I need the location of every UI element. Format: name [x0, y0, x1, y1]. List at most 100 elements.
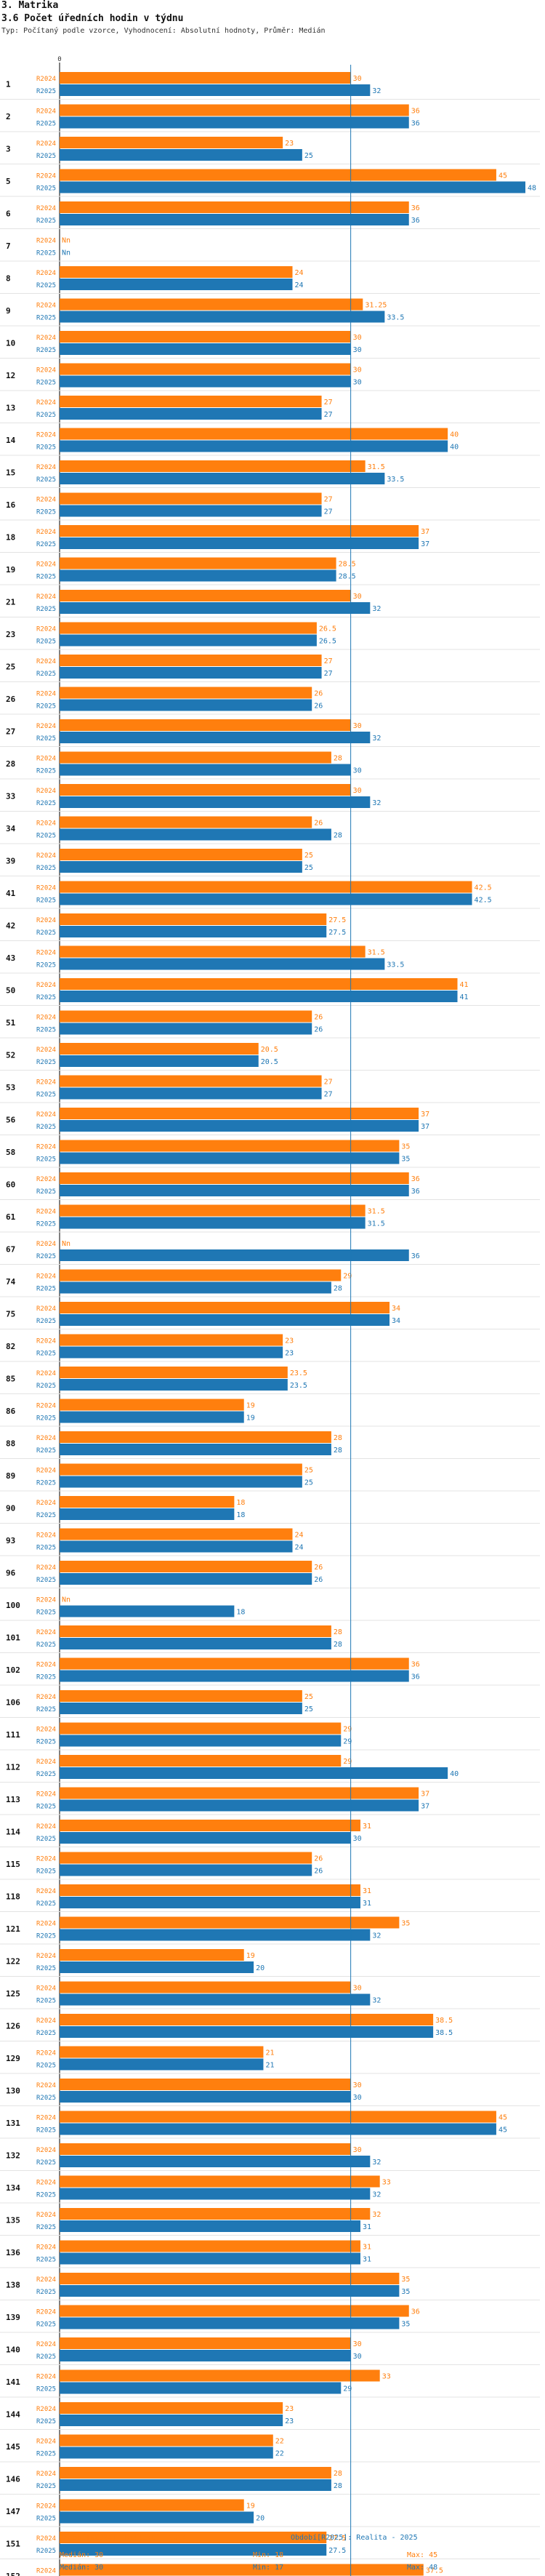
data-label: 23 [285, 1350, 294, 1358]
data-label: 23 [285, 2417, 294, 2425]
series-label: R2024 [36, 1500, 56, 1507]
bar [60, 1281, 331, 1294]
bar [60, 1703, 302, 1714]
data-label: 36 [411, 204, 420, 212]
data-label: 32 [372, 87, 381, 95]
category-label: 102 [6, 1665, 20, 1675]
series-label: R2025 [36, 768, 56, 775]
data-label: 28 [334, 2470, 342, 2478]
bar [60, 2305, 409, 2317]
bar [60, 2532, 327, 2543]
data-label: 19 [246, 1415, 255, 1423]
data-label: 30 [353, 367, 362, 375]
bar [60, 375, 351, 388]
category-label: 144 [6, 2409, 20, 2419]
data-label: 31 [363, 1823, 371, 1831]
series-label: R2025 [36, 1609, 56, 1617]
series-label: R2025 [36, 2257, 56, 2264]
series-label: R2024 [36, 756, 56, 763]
series-label: R2024 [36, 2147, 56, 2154]
bar [60, 1884, 360, 1896]
data-label: 30 [353, 75, 362, 83]
data-label: Nn [62, 249, 70, 257]
series-label: R2024 [36, 497, 56, 504]
series-label: R2025 [36, 994, 56, 1001]
bar [60, 1496, 235, 1508]
bar [60, 1929, 371, 1941]
bar [60, 473, 385, 484]
data-label: 26 [314, 1855, 323, 1863]
category-label: 27 [6, 727, 15, 736]
bar [60, 1638, 331, 1649]
data-label: 31 [363, 2244, 371, 2252]
category-label: 147 [6, 2507, 20, 2516]
bar [60, 1346, 283, 1359]
data-label: 22 [275, 2450, 284, 2458]
data-label: 20 [256, 2515, 265, 2523]
bar [60, 2079, 351, 2090]
data-label: 18 [236, 1511, 245, 1519]
series-label: R2024 [36, 1597, 56, 1604]
data-label: 27 [324, 496, 333, 504]
series-label: R2025 [36, 1674, 56, 1681]
category-label: 122 [6, 1956, 20, 1966]
bar [60, 137, 283, 148]
series-label: R2025 [36, 380, 56, 387]
series-label: R2025 [36, 88, 56, 95]
category-label: 56 [6, 1115, 16, 1124]
series-label: R2024 [36, 1791, 56, 1799]
category-label: 13 [6, 403, 15, 412]
category-label: 26 [6, 695, 16, 704]
bar [60, 2564, 424, 2576]
series-label: R2025 [36, 606, 56, 613]
bar [60, 1852, 312, 1864]
series-label: R2025 [36, 2353, 56, 2361]
series-label: R2025 [36, 897, 56, 905]
data-label: 26.5 [319, 625, 336, 633]
bar [60, 796, 371, 808]
data-label: 36 [411, 1175, 420, 1183]
series-label: R2024 [36, 108, 56, 116]
series-label: R2025 [36, 2159, 56, 2167]
bar [60, 2337, 351, 2349]
series-label: R2025 [36, 1933, 56, 1940]
bar [60, 1832, 351, 1844]
series-label: R2025 [36, 153, 56, 160]
series-label: R2024 [36, 1435, 56, 1442]
series-label: R2025 [36, 2451, 56, 2458]
bar [60, 1463, 302, 1476]
series-label: R2024 [36, 2568, 56, 2575]
data-label: 26 [314, 1026, 323, 1034]
bar [60, 1055, 259, 1067]
bar [60, 1379, 288, 1391]
series-label: R2025 [36, 1641, 56, 1649]
category-label: 151 [6, 2539, 20, 2548]
bar [60, 2058, 264, 2071]
series-label: R2024 [36, 2309, 56, 2316]
bar [60, 1540, 293, 1553]
data-label: 36 [411, 1673, 420, 1681]
series-label: R2024 [36, 1403, 56, 1410]
data-label: 32 [372, 2211, 381, 2219]
series-label: R2024 [36, 917, 56, 924]
data-label: 25 [304, 852, 313, 860]
series-label: R2024 [36, 561, 56, 569]
series-label: R2025 [36, 1286, 56, 1293]
bar [60, 861, 302, 873]
bar [60, 991, 458, 1002]
category-label: 121 [6, 1924, 20, 1934]
data-label: 28 [334, 832, 342, 840]
data-label: 27.5 [328, 929, 346, 937]
bar [60, 408, 322, 420]
category-label: 115 [6, 1860, 20, 1869]
bar [60, 557, 336, 569]
data-label: 45 [498, 2127, 507, 2135]
category-label: 5 [6, 177, 11, 186]
data-label: 31 [363, 1900, 371, 1908]
legend-r2024-max: Max: 45 [407, 2551, 438, 2559]
category-label: 112 [6, 1762, 20, 1772]
bar [60, 719, 351, 731]
data-label: 42.5 [475, 897, 492, 905]
series-label: R2024 [36, 2439, 56, 2446]
report-header: 3. Matrika 3.6 Počet úředních hodin v tý… [1, 0, 539, 36]
